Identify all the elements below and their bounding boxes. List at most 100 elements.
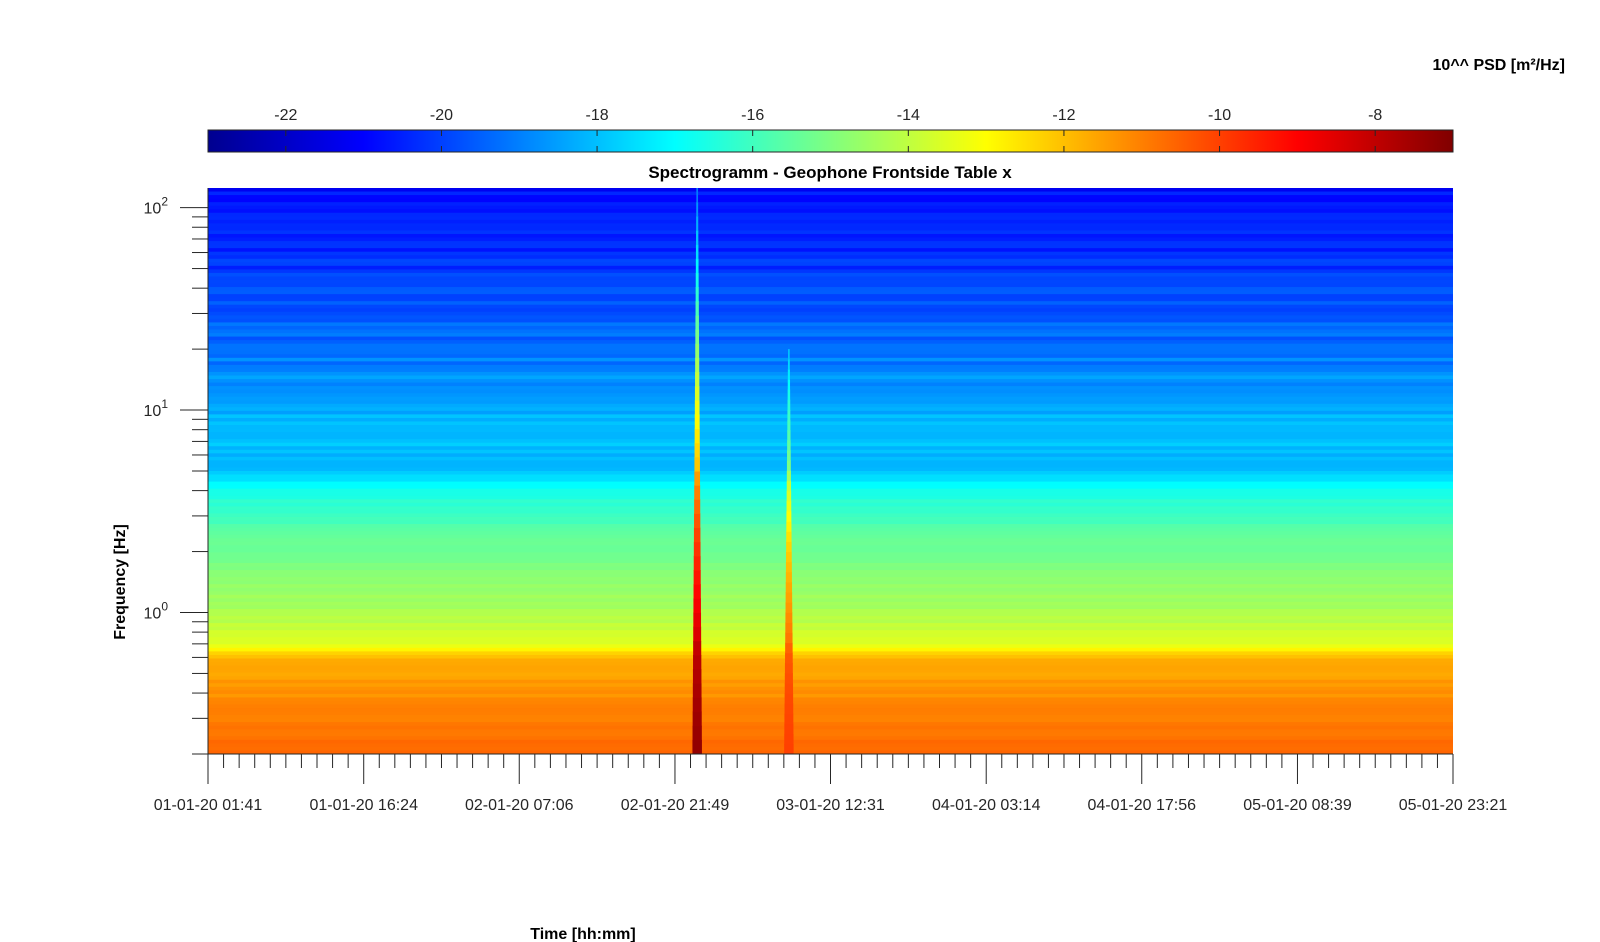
heatmap-band <box>208 552 1453 557</box>
heatmap-band <box>208 545 1453 550</box>
heatmap-band <box>208 421 1453 426</box>
heatmap-band <box>208 343 1453 348</box>
event-streak-1 <box>692 669 702 684</box>
heatmap-band <box>208 258 1453 263</box>
event-streak-2 <box>785 561 792 573</box>
heatmap-band <box>208 195 1453 200</box>
heatmap-band <box>208 577 1453 582</box>
event-streak-2 <box>788 349 790 360</box>
heatmap-band <box>208 690 1453 695</box>
event-streak-1 <box>694 471 701 486</box>
event-streak-2 <box>786 480 792 492</box>
heatmap-band <box>208 492 1453 497</box>
x-tick-label: 01-01-20 01:41 <box>154 797 263 814</box>
heatmap-band <box>208 202 1453 207</box>
heatmap-band <box>208 425 1453 430</box>
heatmap-band <box>208 407 1453 412</box>
event-streak-2 <box>787 389 791 401</box>
event-streak-2 <box>786 460 791 472</box>
y-tick-label: 101 <box>144 397 169 420</box>
heatmap-band <box>208 704 1453 709</box>
heatmap-band <box>208 743 1453 748</box>
heatmap-band <box>208 725 1453 730</box>
event-streak-2 <box>786 500 792 512</box>
x-axis: 01-01-20 01:41 01-01-20 16:24 02-01-20 07:… <box>154 753 1507 814</box>
colorbar-tick-labels: -22 -20 -18 -16 -14 -12 -10 -8 <box>274 107 1382 124</box>
heatmap-band <box>208 336 1453 341</box>
event-streak-1 <box>696 230 699 246</box>
heatmap-band <box>208 350 1453 355</box>
heatmap-band <box>208 329 1453 334</box>
heatmap-band <box>208 255 1453 260</box>
heatmap-band <box>208 672 1453 677</box>
heatmap-band <box>208 290 1453 295</box>
heatmap-band <box>208 368 1453 373</box>
heatmap-band <box>208 276 1453 281</box>
heatmap-band <box>208 570 1453 575</box>
event-streak-1 <box>693 541 701 557</box>
event-streak-2 <box>787 359 790 370</box>
x-tick-label: 04-01-20 17:56 <box>1087 797 1196 814</box>
heatmap-band <box>208 693 1453 698</box>
event-streak-2 <box>786 541 792 553</box>
event-streak-1 <box>692 739 702 754</box>
heatmap-band <box>208 453 1453 458</box>
event-streak-1 <box>693 626 702 642</box>
heatmap-band <box>208 315 1453 320</box>
heatmap-band <box>208 736 1453 741</box>
heatmap-band <box>208 640 1453 645</box>
heatmap-band <box>208 718 1453 723</box>
heatmap-band <box>208 382 1453 387</box>
heatmap-band <box>208 191 1453 196</box>
event-streak-2 <box>786 551 792 563</box>
event-streak-2 <box>787 369 790 380</box>
heatmap-band <box>208 265 1453 270</box>
event-streak-1 <box>694 456 700 472</box>
heatmap-band <box>208 548 1453 553</box>
event-streak-2 <box>785 612 793 623</box>
heatmap-band <box>208 364 1453 370</box>
heatmap-band <box>208 223 1453 228</box>
heatmap-band <box>208 662 1453 667</box>
heatmap-band <box>208 198 1453 203</box>
heatmap-band <box>208 732 1453 737</box>
heatmap-band <box>208 580 1453 585</box>
heatmap-band <box>208 594 1453 599</box>
heatmap-band <box>208 417 1453 423</box>
heatmap-band <box>208 555 1453 561</box>
heatmap-band <box>208 471 1453 476</box>
heatmap-band <box>208 509 1453 515</box>
heatmap-band <box>208 414 1453 419</box>
x-tick-label: 03-01-20 12:31 <box>776 797 885 814</box>
heatmap-band <box>208 485 1453 490</box>
event-streak-2 <box>786 531 792 542</box>
heatmap-band <box>208 708 1453 713</box>
heatmap-band <box>208 623 1453 628</box>
heatmap-band <box>208 393 1453 398</box>
event-streak-2 <box>785 592 793 603</box>
event-streaks <box>692 188 794 754</box>
heatmap-band <box>208 746 1453 752</box>
event-streak-2 <box>787 450 791 461</box>
heatmap-band <box>208 248 1453 253</box>
colorbar-tick-label: -10 <box>1208 107 1231 124</box>
event-streak-1 <box>696 188 699 203</box>
heatmap-band <box>208 396 1453 401</box>
heatmap-band <box>208 566 1453 571</box>
heatmap-band <box>208 188 1453 193</box>
heatmap-band <box>208 495 1453 500</box>
event-streak-1 <box>695 287 699 302</box>
colorbar-tick-label: -20 <box>430 107 453 124</box>
event-streak-1 <box>693 584 701 599</box>
heatmap-band <box>208 354 1453 359</box>
event-streak-1 <box>693 570 701 585</box>
y-axis: 100 101 102 <box>144 188 209 755</box>
event-streak-1 <box>694 428 700 444</box>
heatmap-band <box>208 626 1453 631</box>
colorbar-tick-label: -16 <box>741 107 764 124</box>
colorbar-tick-label: -8 <box>1368 107 1382 124</box>
event-streak-2 <box>787 440 791 451</box>
event-streak-1 <box>693 612 702 628</box>
heatmap-band <box>208 524 1453 529</box>
